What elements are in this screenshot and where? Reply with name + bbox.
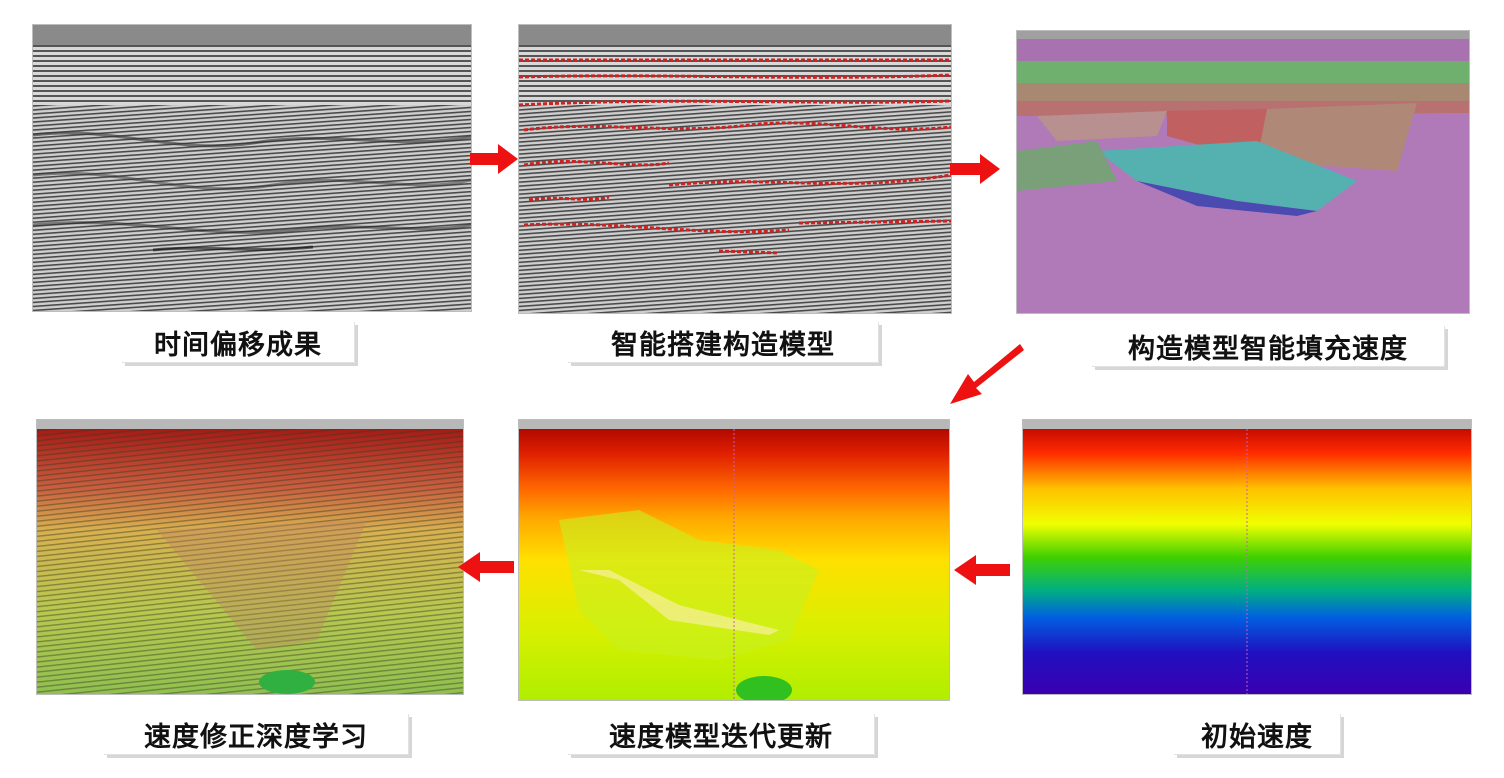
panel-velocity-update — [518, 419, 950, 701]
panel-structural-model — [518, 24, 952, 314]
arrow-right-icon — [470, 144, 518, 174]
arrow-left-icon — [458, 552, 514, 582]
step-label-initial-velocity: 初始速度 — [1174, 714, 1341, 755]
velocity-fill-image — [1017, 31, 1469, 313]
seismic-section-image — [33, 25, 471, 311]
initial-velocity-image — [1023, 420, 1471, 694]
panel-depth-learning — [36, 419, 464, 695]
panel-time-migration — [32, 24, 472, 312]
depth-section-image — [37, 420, 463, 694]
panel-velocity-filled-model — [1016, 30, 1470, 314]
step-label-time-migration: 时间偏移成果 — [122, 322, 355, 363]
arrow-right-icon — [950, 154, 1000, 184]
step-label-velocity-update: 速度模型迭代更新 — [568, 714, 875, 755]
step-label-depth-learning: 速度修正深度学习 — [104, 714, 409, 755]
horizon-interpretation-image — [519, 25, 951, 313]
panel-initial-velocity — [1022, 419, 1472, 695]
updated-velocity-image — [519, 420, 949, 700]
arrow-down-left-icon — [950, 344, 1024, 404]
step-label-structural-model: 智能搭建构造模型 — [568, 322, 879, 363]
step-label-velocity-fill: 构造模型智能填充速度 — [1092, 326, 1445, 367]
arrow-left-icon — [954, 555, 1010, 585]
